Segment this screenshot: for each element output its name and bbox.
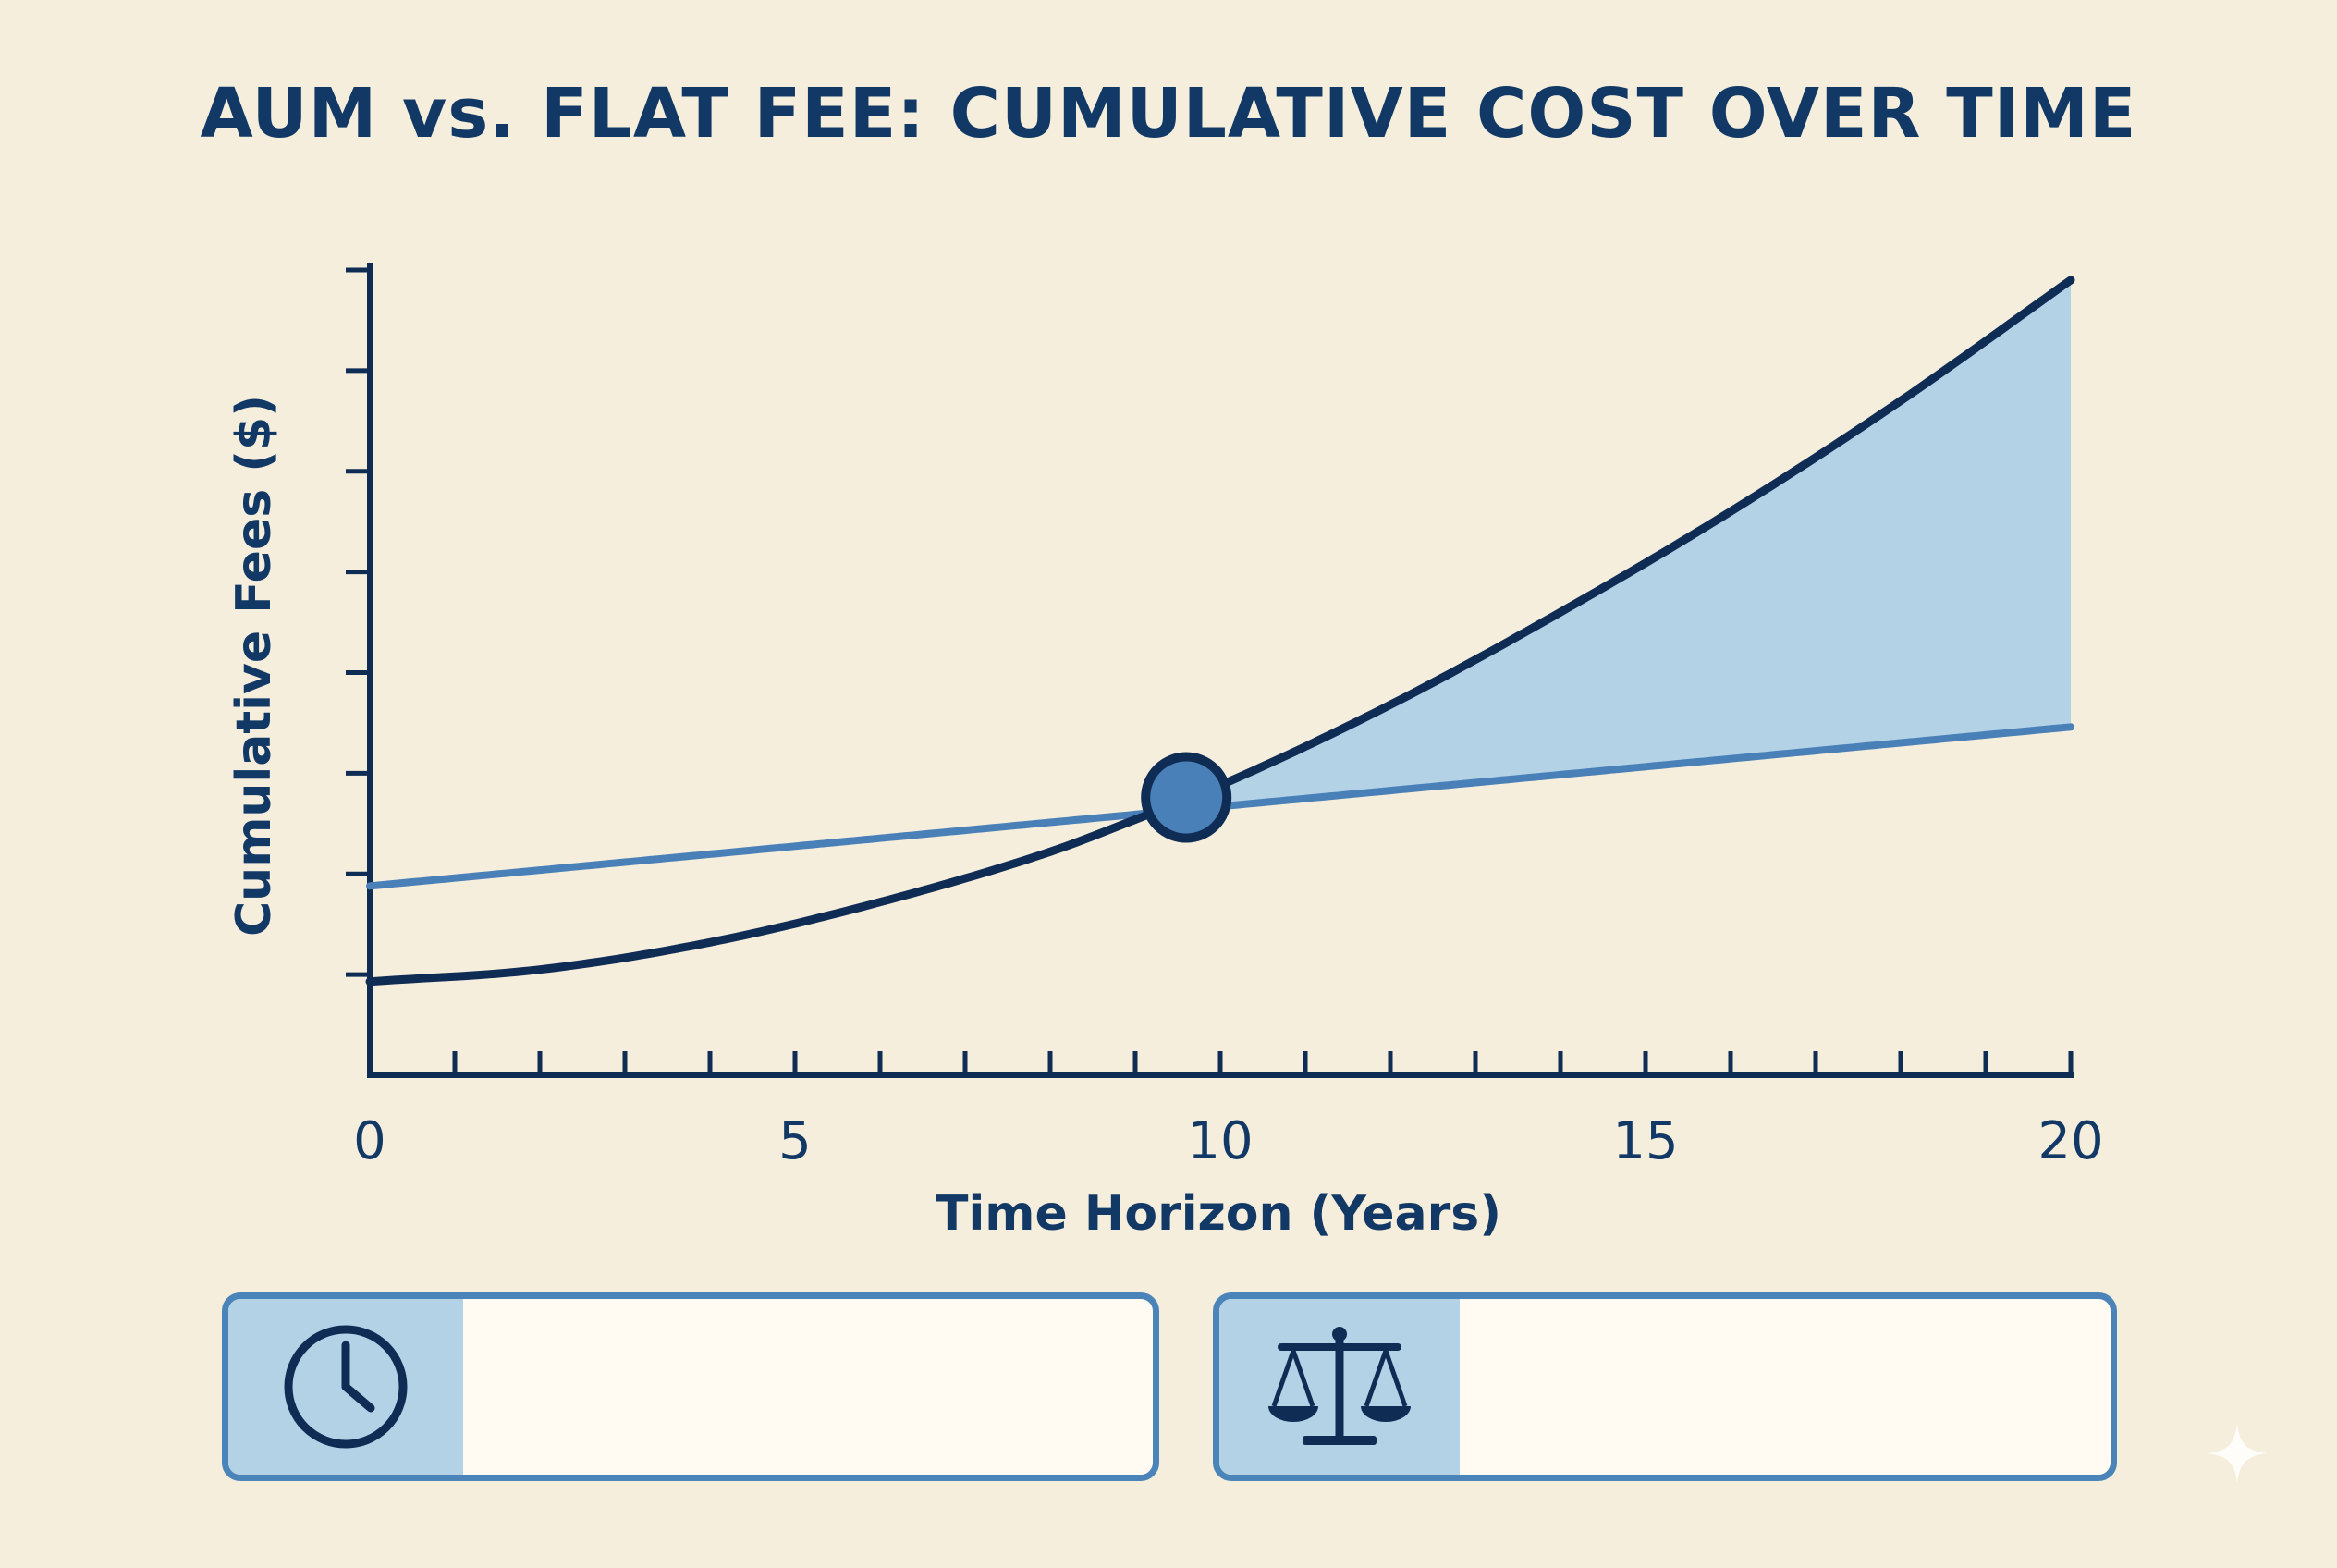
x-tick-label: 5 bbox=[778, 1111, 812, 1171]
axes-layer bbox=[346, 263, 2074, 1078]
shaded-fee-gap bbox=[1186, 279, 2071, 810]
chart-title: AUM vs. FLAT FEE: CUMULATIVE COST OVER T… bbox=[200, 74, 2137, 153]
time-horizon-card bbox=[222, 1292, 1159, 1481]
x-tick-label: 10 bbox=[1187, 1111, 1253, 1171]
scale-icon bbox=[1268, 1327, 1411, 1445]
x-tick-label: 15 bbox=[1612, 1111, 1678, 1171]
sparkle-icon bbox=[2208, 1424, 2267, 1483]
shaded-region-layer bbox=[1186, 279, 2071, 810]
marker-layer bbox=[1141, 752, 1232, 843]
x-axis-title: Time Horizon (Years) bbox=[936, 1186, 1501, 1242]
y-axis-title: Cumulative Fees ($) bbox=[226, 395, 282, 937]
fee-comparison-card bbox=[1213, 1292, 2117, 1481]
labels-layer: 0 5 10 15 20 Time Horizon (Years) Cumulative F… bbox=[226, 395, 2104, 1242]
time-card-icon-panel bbox=[228, 1299, 463, 1475]
crossover-point-marker bbox=[1141, 752, 1232, 843]
x-tick-label: 0 bbox=[353, 1111, 386, 1171]
x-tick-label: 20 bbox=[2037, 1111, 2103, 1171]
compare-card-icon-panel bbox=[1219, 1299, 1460, 1475]
chart-svg: 0 5 10 15 20 Time Horizon (Years) Cumulative F… bbox=[226, 263, 2104, 1242]
clock-icon bbox=[284, 1325, 408, 1449]
